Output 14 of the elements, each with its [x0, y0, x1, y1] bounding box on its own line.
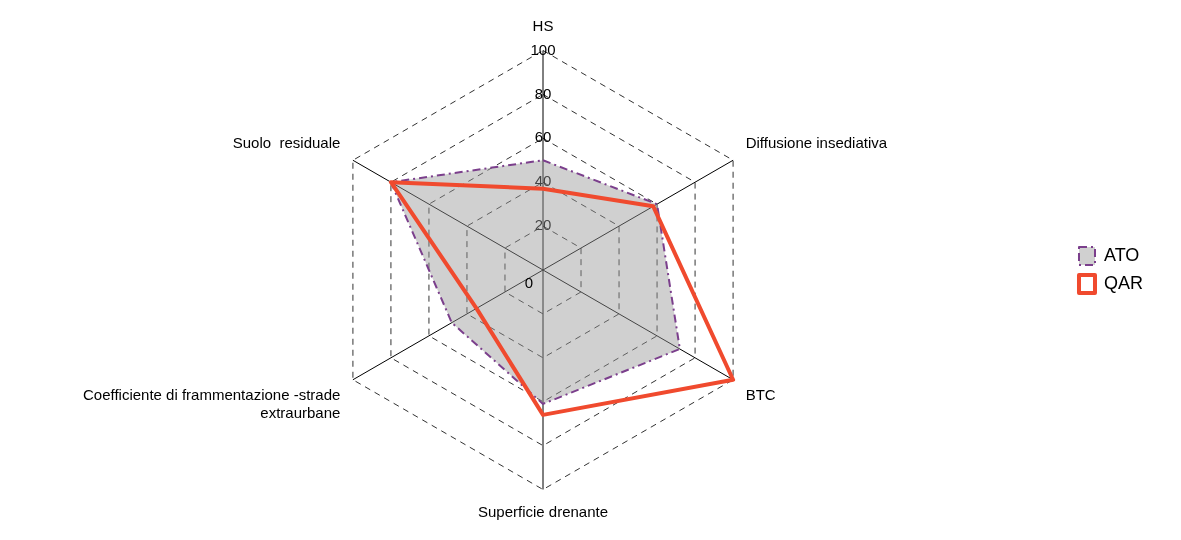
y-tick-label: 100 [530, 40, 556, 58]
y-tick-label: 0 [524, 274, 534, 292]
legend-label: QAR [1103, 272, 1144, 293]
legend-label: ATO [1103, 244, 1140, 265]
spoke-label: Diffusione insediativa [745, 134, 888, 152]
y-tick-label: 20 [534, 216, 552, 234]
y-tick-label: 60 [534, 128, 552, 146]
spoke-label: BTC [745, 386, 776, 404]
y-tick-label: 40 [534, 172, 552, 190]
spoke-label: Superficie drenante [477, 503, 609, 521]
spoke-label: Suolo residuale [232, 134, 341, 152]
spoke-label: Coefficiente di frammentazione -strade extraurbane [82, 386, 341, 422]
y-tick-label: 80 [534, 84, 552, 102]
spoke-label: HS [532, 17, 554, 35]
